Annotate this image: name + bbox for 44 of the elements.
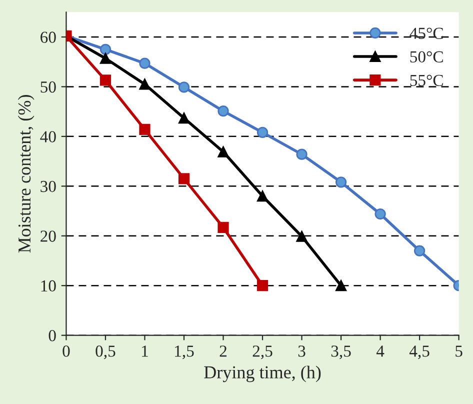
point: [256, 190, 268, 202]
point: [414, 245, 426, 256]
point: [218, 222, 229, 233]
point: [218, 146, 229, 158]
point: [374, 208, 386, 220]
point: [335, 280, 347, 292]
point: [218, 106, 229, 117]
point: [296, 230, 308, 242]
legend-label: 50°C: [410, 51, 443, 62]
x-tick-label: 4: [376, 346, 384, 357]
point: [256, 280, 268, 292]
point: [139, 78, 150, 90]
x-tick-label: 0,5: [96, 346, 116, 360]
x-tick-label: 1: [142, 346, 148, 357]
y-axis-title: Moisture content, (%): [18, 95, 34, 253]
point: [335, 176, 347, 188]
point: [178, 173, 190, 184]
x-tick-label: 3,5: [331, 346, 351, 360]
y-tick-label: 10: [41, 280, 56, 292]
point: [296, 148, 308, 160]
x-tick-label: 4,5: [409, 346, 430, 360]
y-tick-label: 20: [40, 230, 56, 242]
y-tick-label: 30: [40, 180, 56, 192]
point: [178, 82, 190, 93]
x-tick-label: 3: [298, 346, 306, 357]
x-tick-label: 2: [220, 346, 227, 357]
point: [256, 126, 268, 138]
point: [100, 52, 112, 64]
point: [100, 44, 112, 55]
x-tick-label: 2,5: [252, 346, 272, 360]
point: [178, 112, 190, 124]
point: [139, 124, 150, 136]
x-axis-title: Drying time, (h): [204, 366, 321, 382]
y-tick-label: 60: [40, 32, 56, 43]
point: [139, 58, 150, 69]
point: [100, 74, 112, 86]
y-tick-label: 50: [40, 81, 56, 93]
x-tick-label: 0: [62, 346, 70, 357]
legend-label: 45°C: [410, 28, 443, 39]
legend-label: 55°C: [410, 74, 443, 86]
x-tick-label: 1,5: [175, 346, 194, 360]
x-tick-label: 5: [456, 346, 462, 357]
y-tick-label: 0: [48, 330, 56, 342]
y-tick-label: 40: [40, 131, 56, 142]
